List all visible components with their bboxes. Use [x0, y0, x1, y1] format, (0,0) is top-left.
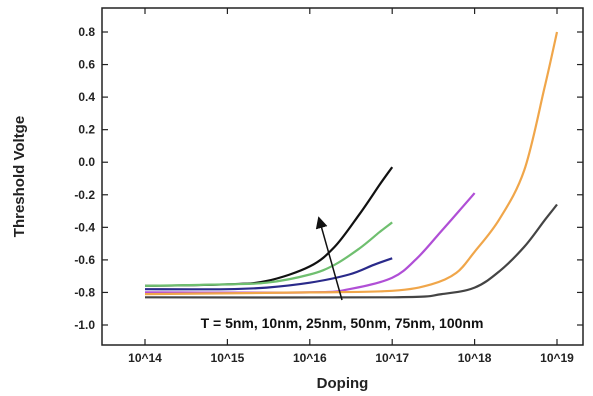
- x-tick-label: 10^17: [375, 351, 409, 365]
- y-tick-label: -1.0: [74, 318, 95, 332]
- y-tick-label: -0.6: [74, 253, 95, 267]
- axes: 0.8 0.6 0.4 0.2 0.0 -0.2 -0.4 -0.6 -0.8 -1.0 10^14…: [74, 7, 584, 365]
- trend-arrow: [315, 216, 343, 301]
- x-tick-label: 10^19: [540, 351, 574, 365]
- x-axis-title: Doping: [317, 375, 369, 392]
- series-line-3: [144, 257, 393, 291]
- x-tick-label: 10^15: [211, 351, 245, 365]
- y-tick-label: -0.8: [74, 285, 95, 299]
- series-line-2: [144, 221, 393, 287]
- x-tick-label: 10^18: [458, 351, 492, 365]
- y-tick-label: 0.6: [78, 58, 95, 72]
- y-tick-label: 0.2: [78, 123, 95, 137]
- series-layer: [144, 31, 559, 299]
- plot-frame: [101, 7, 584, 346]
- series-line-5: [144, 31, 559, 296]
- series-line-4: [144, 192, 476, 294]
- y-tick-label: 0.8: [78, 25, 95, 39]
- y-axis-title: Threshold Voltge: [11, 116, 28, 237]
- y-tick-label: 0.4: [78, 90, 95, 104]
- series-line-1: [144, 166, 394, 287]
- series-line-6: [144, 203, 558, 299]
- thickness-annotation: T = 5nm, 10nm, 25nm, 50nm, 75nm, 100nm: [201, 315, 484, 331]
- x-tick-label: 10^14: [128, 351, 162, 365]
- y-tick-label: 0.0: [78, 155, 95, 169]
- y-tick-label: -0.2: [74, 188, 95, 202]
- x-tick-label: 10^16: [293, 351, 327, 365]
- y-tick-label: -0.4: [74, 220, 95, 234]
